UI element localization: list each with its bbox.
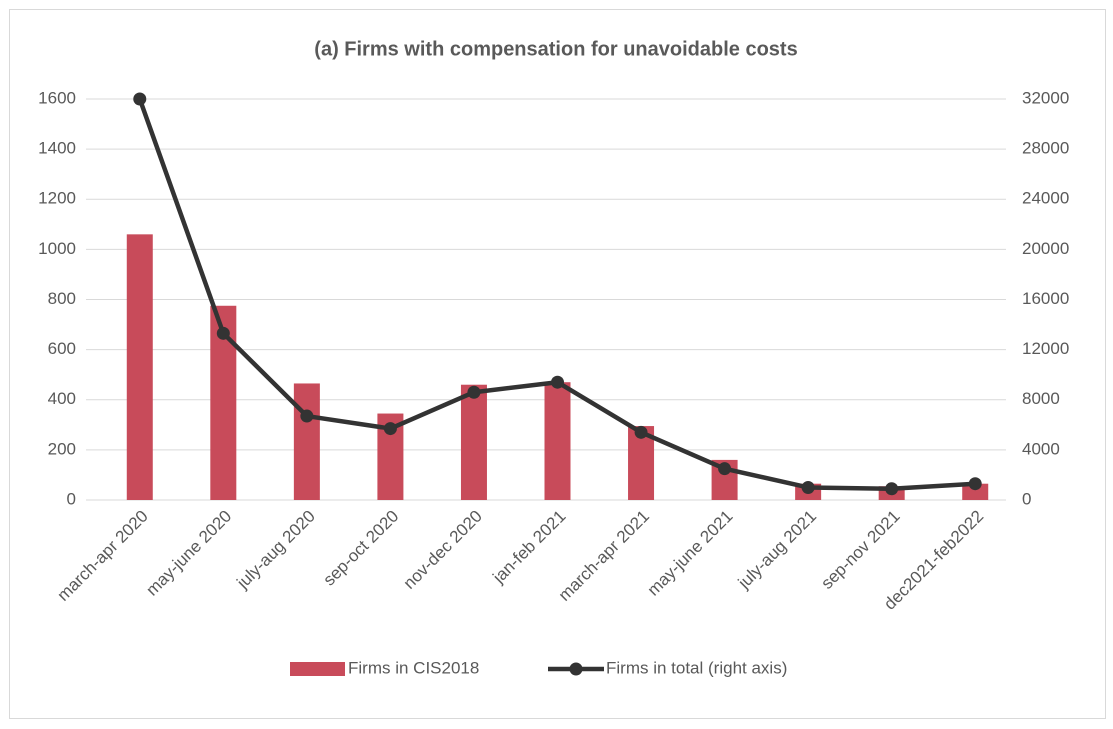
line-marker [968, 477, 982, 491]
line-marker [383, 422, 397, 436]
legend-label: Firms in CIS2018 [348, 658, 479, 677]
y-tick-label: 200 [48, 439, 76, 458]
chart-frame [9, 9, 1106, 719]
y2-tick-label: 16000 [1022, 289, 1069, 308]
y2-tick-label: 28000 [1022, 139, 1069, 158]
y-tick-label: 1200 [38, 189, 76, 208]
legend-swatch [290, 662, 345, 676]
bar [460, 384, 487, 500]
y2-tick-label: 0 [1022, 489, 1031, 508]
line-marker [885, 482, 899, 496]
y2-tick-label: 24000 [1022, 189, 1069, 208]
y-tick-label: 1600 [38, 88, 76, 107]
chart-title: (a) Firms with compensation for unavoida… [314, 38, 797, 60]
y2-tick-label: 12000 [1022, 339, 1069, 358]
legend-label: Firms in total (right axis) [606, 658, 787, 677]
y-tick-label: 0 [67, 489, 76, 508]
bar [126, 234, 153, 500]
line-marker [467, 385, 481, 399]
y-tick-label: 800 [48, 289, 76, 308]
line-marker [133, 92, 147, 106]
bar [962, 483, 989, 500]
bar [293, 383, 320, 500]
y2-tick-label: 8000 [1022, 389, 1060, 408]
bar [544, 382, 571, 500]
y-tick-label: 600 [48, 339, 76, 358]
y-tick-label: 1000 [38, 239, 76, 258]
y-tick-label: 400 [48, 389, 76, 408]
y2-tick-label: 4000 [1022, 439, 1060, 458]
legend-marker [569, 662, 583, 676]
line-marker [801, 480, 815, 494]
y2-tick-label: 32000 [1022, 88, 1069, 107]
y-tick-label: 1400 [38, 139, 76, 158]
line-marker [300, 409, 314, 423]
line-marker [634, 425, 648, 439]
line-marker [216, 326, 230, 340]
line-marker [551, 375, 564, 389]
line-marker [718, 462, 732, 476]
y2-tick-label: 20000 [1022, 239, 1069, 258]
